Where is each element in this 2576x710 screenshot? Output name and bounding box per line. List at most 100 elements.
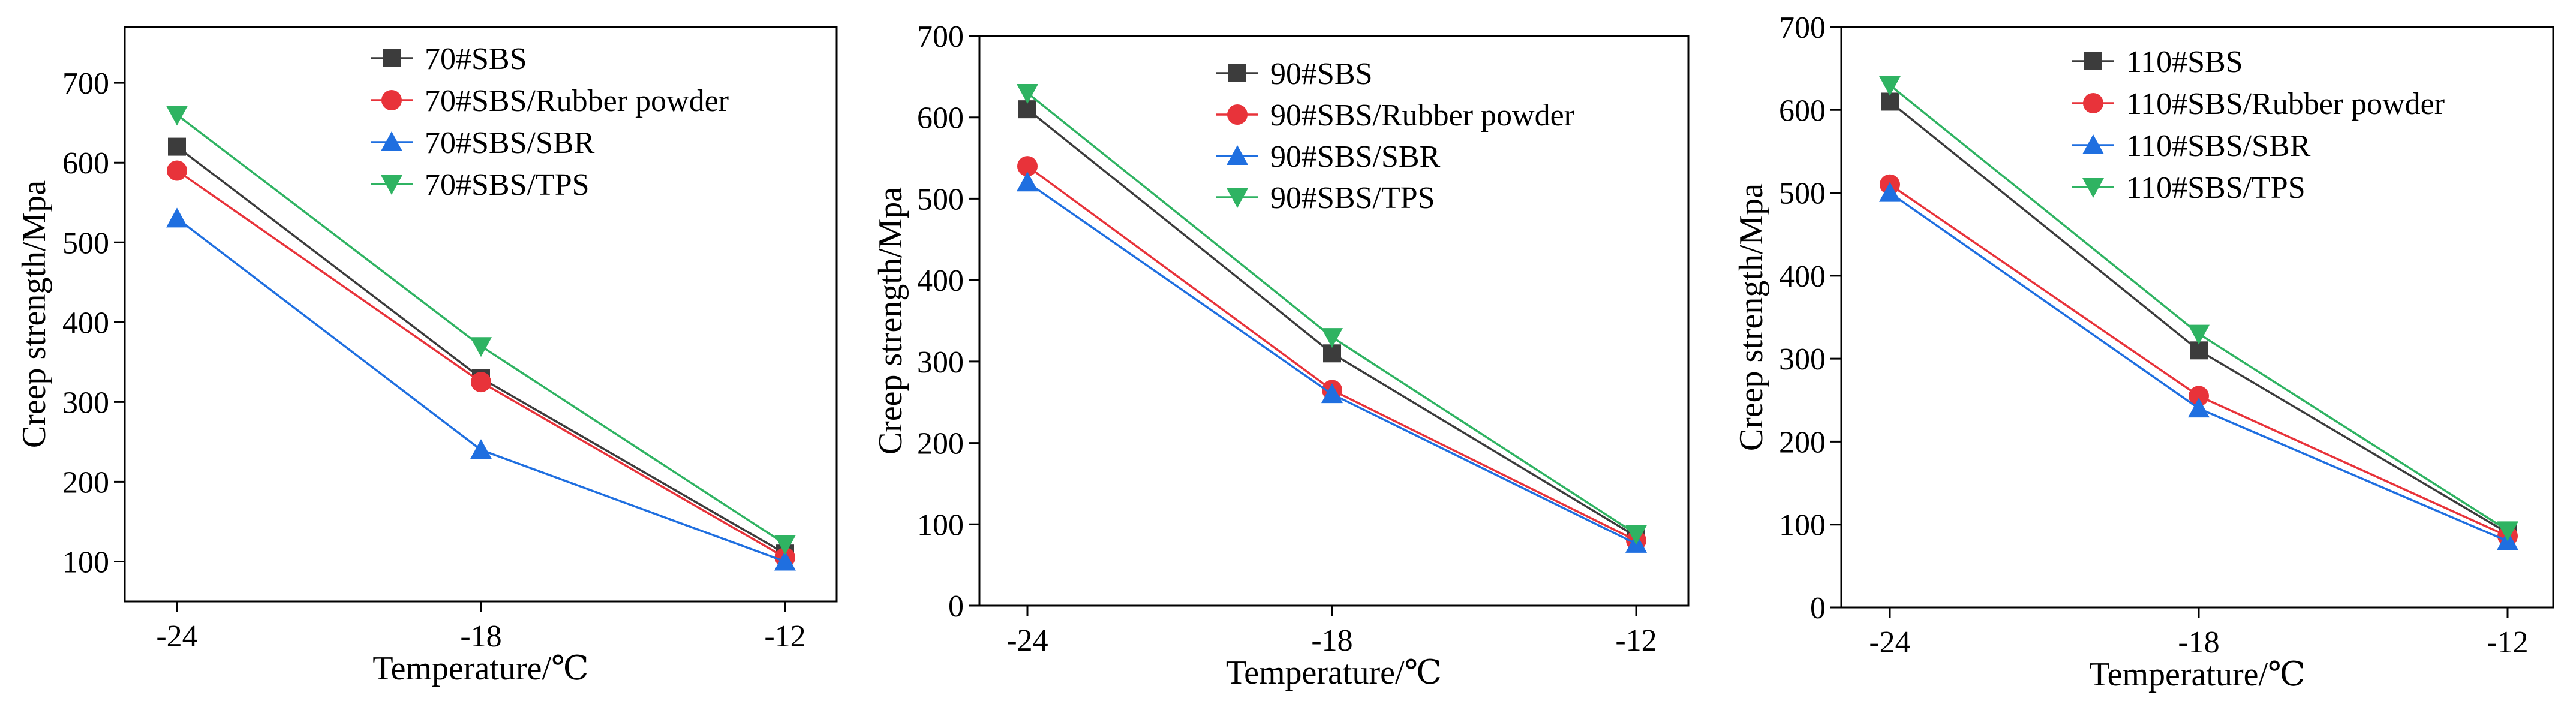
series-4 <box>1017 84 1647 545</box>
y-tick-label: 200 <box>1779 425 1826 459</box>
y-tick-label: 400 <box>917 264 964 298</box>
legend-marker <box>381 175 402 195</box>
legend-marker <box>2082 134 2104 154</box>
y-tick-label: 300 <box>1779 342 1826 377</box>
y-tick-label: 400 <box>62 306 109 340</box>
legend-item: 90#SBS <box>1216 57 1373 91</box>
data-point <box>2497 521 2518 541</box>
y-tick-label: 0 <box>1810 591 1826 625</box>
legend: 90#SBS 90#SBS/Rubber powder 90#SBS/SBR 90#S… <box>1216 57 1574 215</box>
data-point <box>1321 328 1343 348</box>
data-point <box>470 439 492 459</box>
data-point <box>167 160 187 181</box>
series-line <box>1889 101 2508 534</box>
series-3 <box>1879 182 2518 550</box>
x-axis-title: Temperature/℃ <box>2089 656 2305 693</box>
y-tick-label: 700 <box>62 67 109 101</box>
y-tick-label: 100 <box>62 545 109 579</box>
x-tick-label: -18 <box>2178 625 2219 660</box>
legend-marker <box>2084 52 2102 70</box>
y-tick-label: 700 <box>1779 11 1826 45</box>
legend-label: 110#SBS/SBR <box>2126 129 2311 163</box>
plot-frame <box>1840 26 2554 609</box>
y-tick-label: 300 <box>62 386 109 420</box>
data-point <box>1879 182 1901 202</box>
legend-label: 70#SBS <box>425 42 527 76</box>
legend-label: 70#SBS/Rubber powder <box>425 84 729 118</box>
y-tick-label: 200 <box>917 427 964 461</box>
legend-label: 70#SBS/SBR <box>425 126 595 160</box>
y-tick-label: 500 <box>917 182 964 216</box>
legend-item: 90#SBS/SBR <box>1216 140 1441 174</box>
legend-marker <box>1227 188 1248 208</box>
y-tick-label: 700 <box>917 20 964 54</box>
x-axis-title: Temperature/℃ <box>372 650 588 687</box>
data-point <box>1879 76 1901 96</box>
legend-item: 70#SBS <box>371 42 527 76</box>
x-tick-label: -12 <box>764 619 805 654</box>
x-tick-label: -12 <box>1615 624 1657 658</box>
series-4 <box>166 106 796 555</box>
series-line <box>1027 181 1637 545</box>
legend-item: 90#SBS/TPS <box>1216 181 1435 215</box>
legend-marker <box>1227 104 1248 125</box>
y-tick-label: 500 <box>62 226 109 260</box>
legend-marker <box>2082 178 2104 198</box>
series-3 <box>166 207 796 571</box>
y-tick-label: 300 <box>917 345 964 380</box>
legend-item: 110#SBS/TPS <box>2072 171 2306 205</box>
data-point <box>1625 525 1647 545</box>
y-tick-label: 0 <box>948 589 964 624</box>
legend-item: 70#SBS/SBR <box>371 126 595 160</box>
x-tick-label: -24 <box>1869 625 1910 660</box>
y-tick-label: 500 <box>1779 177 1826 211</box>
data-point <box>1017 156 1038 177</box>
x-tick-label: -18 <box>460 619 501 654</box>
data-point <box>774 550 796 571</box>
legend-marker <box>383 49 401 67</box>
x-tick-label: -18 <box>1311 624 1352 658</box>
x-tick-label: -24 <box>1006 624 1048 658</box>
data-point <box>2188 324 2210 345</box>
legend-item: 70#SBS/TPS <box>371 168 590 202</box>
legend-label: 90#SBS/SBR <box>1270 140 1441 174</box>
legend-item: 110#SBS/SBR <box>2072 129 2311 163</box>
data-point <box>168 137 186 156</box>
series-2 <box>1880 174 2518 547</box>
y-tick-label: 200 <box>62 465 109 500</box>
legend-item: 110#SBS <box>2072 45 2243 79</box>
y-axis-title: Creep strength/Mpa <box>16 180 53 448</box>
y-tick-label: 600 <box>62 146 109 180</box>
series-2 <box>167 160 795 568</box>
data-point <box>470 337 492 357</box>
y-axis-title: Creep strength/Mpa <box>1733 183 1770 451</box>
y-tick-label: 600 <box>917 101 964 136</box>
legend-marker <box>1228 64 1246 82</box>
y-tick-label: 600 <box>1779 94 1826 128</box>
legend-item: 90#SBS/Rubber powder <box>1216 98 1574 133</box>
data-point <box>1321 383 1343 404</box>
legend-marker <box>1227 145 1248 165</box>
data-point <box>2188 398 2210 418</box>
legend-label: 110#SBS/TPS <box>2126 171 2306 205</box>
series-line <box>1889 192 2508 542</box>
series-line <box>1889 183 2508 537</box>
y-tick-label: 400 <box>1779 260 1826 294</box>
series-4 <box>1879 76 2518 541</box>
y-tick-label: 100 <box>1779 509 1826 543</box>
data-point <box>1017 172 1038 192</box>
plot-frame <box>978 35 1690 607</box>
chart-panel-1: 100 200 300 400 500 600 700 -24 -18 -12 Temperatur… <box>16 26 838 687</box>
data-point <box>2189 386 2209 407</box>
data-point <box>774 535 796 555</box>
legend: 110#SBS 110#SBS/Rubber powder 110#SBS/SBR 1… <box>2072 45 2445 205</box>
chart-panel-2: 0 100 200 300 400 500 600 700 -24 -18 -12 Temperatu… <box>872 20 1690 691</box>
y-tick-label: 100 <box>917 508 964 542</box>
series-line <box>176 170 786 559</box>
chart-panel-3: 0 100 200 300 400 500 600 700 -24 -18 -12 Temperatu… <box>1733 11 2554 693</box>
data-point <box>471 372 491 393</box>
legend: 70#SBS 70#SBS/Rubber powder 70#SBS/SBR 70#S… <box>371 42 729 202</box>
data-point <box>1017 84 1038 104</box>
x-tick-label: -12 <box>2487 625 2528 660</box>
